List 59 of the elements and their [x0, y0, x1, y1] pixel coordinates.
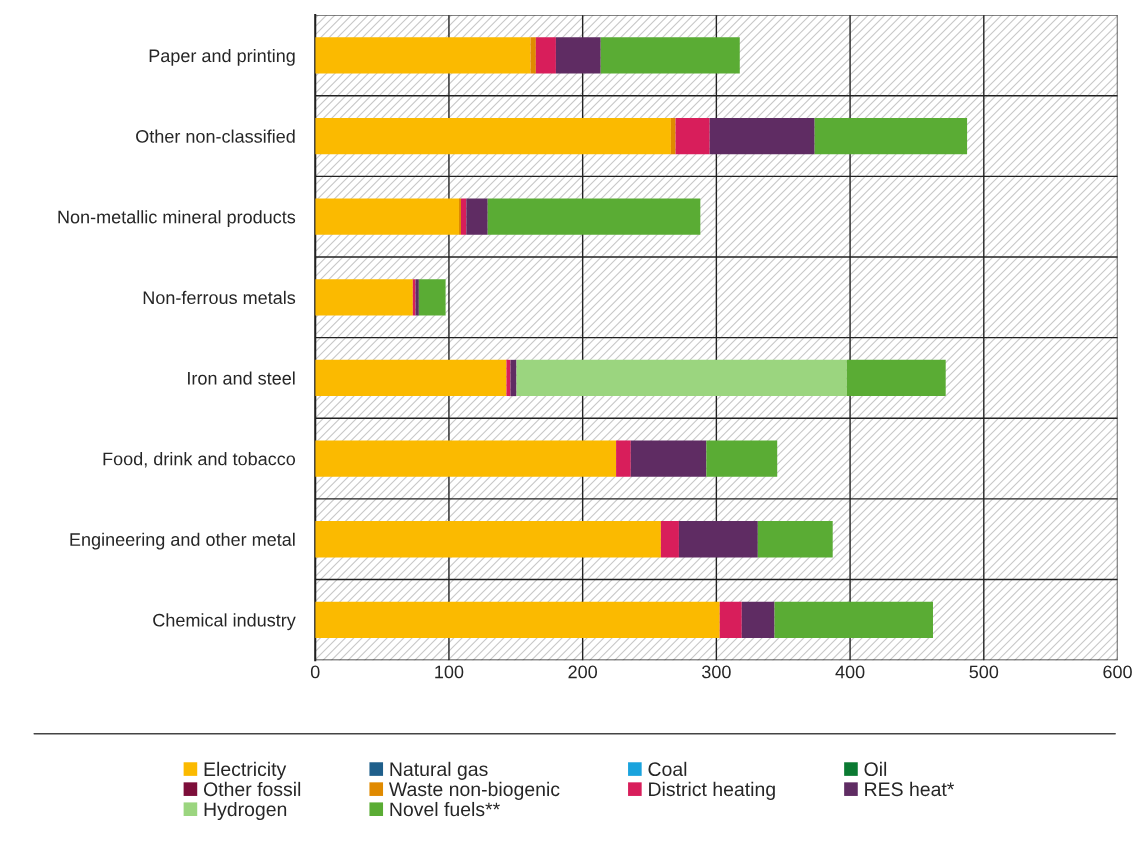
bar: [706, 440, 778, 477]
legend-label: Oil: [864, 761, 887, 777]
legend-label: Waste non-biogenic: [388, 781, 560, 800]
bar: [315, 440, 617, 477]
legend-label: Other fossil: [203, 781, 301, 797]
bar: [814, 117, 968, 155]
legend-label: Hydrogen: [204, 801, 287, 821]
bar: [774, 601, 933, 639]
bar: [630, 440, 707, 477]
y-tick-label: Other non-classified: [136, 129, 295, 143]
bar: [506, 359, 511, 397]
bar: [670, 117, 676, 155]
bar: [315, 521, 661, 558]
bar: [535, 37, 556, 74]
bar: [315, 359, 507, 397]
bar: [675, 117, 710, 155]
x-tick-label: 300: [702, 665, 731, 679]
bar: [516, 359, 847, 397]
legend-label: District heating: [649, 781, 775, 800]
y-tick-label: Food, drink and tobacco: [103, 452, 296, 468]
legend-label: Natural gas: [390, 761, 488, 780]
x-tick-label: 200: [568, 665, 598, 679]
bar: [741, 601, 775, 639]
bar: [460, 198, 467, 235]
y-tick-label: Non-ferrous metals: [143, 290, 296, 305]
bar: [458, 198, 461, 235]
y-tick-label: Iron and steel: [188, 371, 295, 385]
bar: [660, 521, 679, 558]
bar: [315, 279, 413, 316]
bar: [600, 37, 740, 74]
x-tick-label: 600: [1103, 665, 1132, 679]
bar: [530, 37, 536, 74]
bar: [315, 198, 459, 235]
legend-label: Coal: [648, 761, 687, 777]
x-tick-label: 100: [435, 665, 464, 679]
bar: [719, 601, 742, 639]
x-tick-label: 0: [310, 665, 320, 679]
y-tick-label: Paper and printing: [149, 48, 295, 66]
x-tick-label: 500: [969, 665, 999, 679]
legend-label: Novel fuels**: [390, 801, 500, 817]
bar: [678, 521, 758, 558]
bar: [510, 359, 517, 397]
bar: [466, 198, 488, 235]
bar: [487, 198, 701, 235]
legend-label: RES heat*: [865, 781, 955, 797]
bar: [616, 440, 631, 477]
bar: [418, 279, 446, 316]
bar: [846, 359, 946, 397]
legend-label: Electricity: [204, 761, 287, 780]
bar: [709, 117, 815, 155]
bar: [555, 37, 601, 74]
bar: [315, 37, 531, 74]
bar: [757, 521, 833, 558]
y-tick-label: Chemical industry: [153, 613, 296, 631]
y-tick-label: Non-metallic mineral products: [58, 210, 296, 227]
y-tick-label: Engineering and other metal: [70, 532, 295, 550]
bar: [315, 601, 720, 639]
bar: [315, 117, 671, 155]
x-tick-label: 400: [835, 665, 865, 679]
